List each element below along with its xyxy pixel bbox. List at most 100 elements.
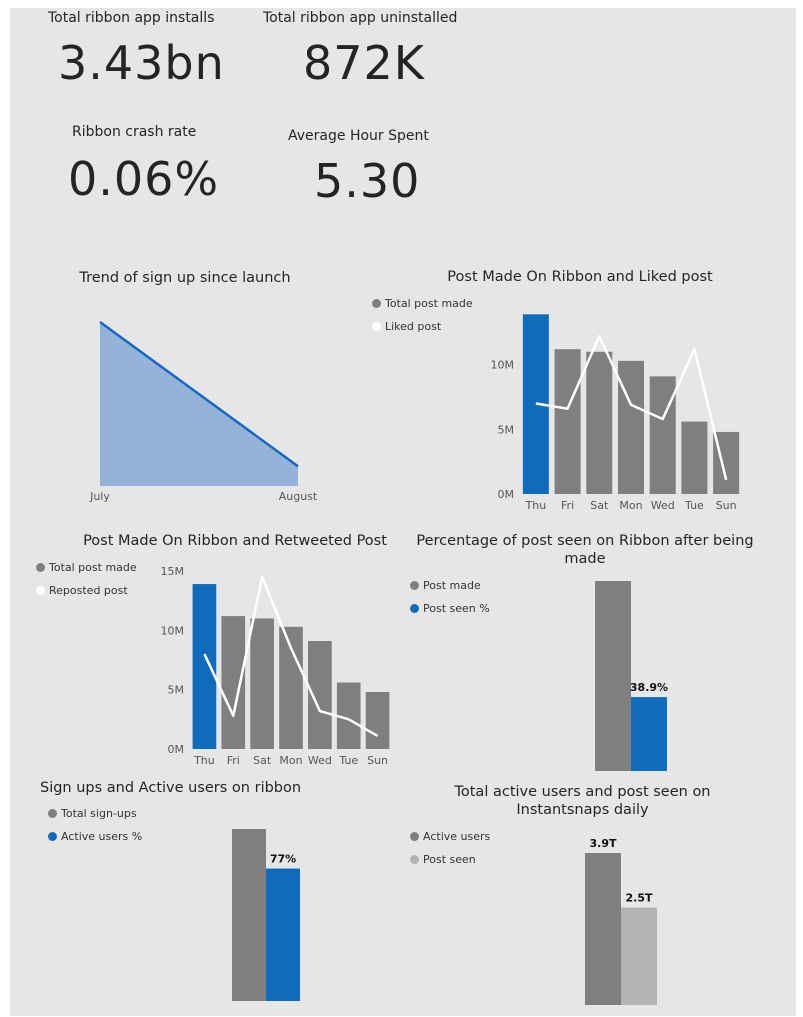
post-liked-legend: Total post made Liked post bbox=[372, 292, 473, 338]
post-retweeted-title: Post Made On Ribbon and Retweeted Post bbox=[83, 533, 387, 549]
legend-swatch-gray bbox=[410, 581, 419, 590]
legend-label: Liked post bbox=[385, 320, 442, 333]
x-tick-label: Fri bbox=[561, 499, 574, 511]
x-tick-label: August bbox=[279, 490, 318, 503]
bar bbox=[621, 907, 657, 1005]
bar bbox=[336, 682, 361, 749]
kpi-hours-label: Average Hour Spent bbox=[288, 128, 429, 144]
y-tick-label: 0M bbox=[168, 743, 185, 756]
bar bbox=[554, 349, 581, 494]
legend-item: Post seen bbox=[410, 848, 490, 871]
y-tick-label: 5M bbox=[498, 423, 515, 436]
kpi-uninstalled-value: 872K bbox=[303, 36, 425, 90]
legend-label: Total post made bbox=[385, 297, 473, 310]
kpi-crash-value: 0.06% bbox=[68, 152, 220, 206]
x-tick-label: Tue bbox=[338, 754, 358, 767]
legend-swatch-gray bbox=[410, 832, 419, 841]
x-tick-label: Thu bbox=[525, 499, 547, 511]
bar bbox=[595, 581, 631, 771]
kpi-uninstalled-label: Total ribbon app uninstalled bbox=[263, 10, 458, 26]
kpi-installs-value: 3.43bn bbox=[58, 36, 225, 90]
x-tick-label: Mon bbox=[619, 499, 642, 511]
post-retweeted-legend: Total post made Reposted post bbox=[36, 556, 137, 602]
post-retweeted-chart: 0M 5M 10M 15M Thu Fri Sat Mon Wed Tue Sun bbox=[161, 565, 390, 767]
legend-swatch-gray bbox=[48, 809, 57, 818]
kpi-hours-value: 5.30 bbox=[314, 154, 421, 208]
x-tick-label: Sun bbox=[716, 499, 737, 511]
kpi-installs-label: Total ribbon app installs bbox=[48, 10, 215, 26]
bar bbox=[279, 626, 303, 749]
legend-swatch-blue bbox=[48, 832, 57, 841]
legend-label: Post seen % bbox=[423, 602, 490, 615]
legend-label: Active users % bbox=[61, 830, 143, 843]
active-postseen-legend: Active users Post seen bbox=[410, 825, 490, 871]
signup-trend-title: Trend of sign up since launch bbox=[79, 270, 291, 286]
bar bbox=[192, 584, 217, 749]
line-series bbox=[535, 335, 728, 481]
x-tick-label: Mon bbox=[279, 754, 302, 767]
legend-item: Liked post bbox=[372, 315, 473, 338]
legend-swatch-gray bbox=[36, 563, 45, 572]
legend-item: Active users bbox=[410, 825, 490, 848]
legend-swatch-blue bbox=[410, 604, 419, 613]
y-tick-label: 0M bbox=[498, 488, 515, 501]
active-postseen-chart: 3.9T 2.5T bbox=[585, 837, 657, 1005]
data-label: 3.9T bbox=[590, 837, 617, 850]
bar bbox=[266, 868, 300, 1001]
y-tick-label: 10M bbox=[161, 624, 185, 637]
legend-label: Post made bbox=[423, 579, 481, 592]
area-series-line bbox=[99, 320, 299, 468]
post-seen-legend: Post made Post seen % bbox=[410, 574, 490, 620]
bar bbox=[232, 829, 266, 1001]
data-label: 77% bbox=[270, 853, 296, 866]
legend-item: Post seen % bbox=[410, 597, 490, 620]
legend-swatch-gray bbox=[372, 299, 381, 308]
post-liked-title: Post Made On Ribbon and Liked post bbox=[447, 269, 713, 285]
bar bbox=[308, 641, 332, 749]
x-tick-label: Tue bbox=[684, 499, 704, 511]
line-series bbox=[203, 575, 379, 738]
legend-item: Active users % bbox=[48, 825, 142, 848]
legend-label: Post seen bbox=[423, 853, 476, 866]
data-label: 38.9% bbox=[630, 681, 668, 694]
x-tick-label: Sun bbox=[367, 754, 388, 767]
x-tick-label: July bbox=[89, 490, 110, 503]
data-label: 2.5T bbox=[626, 892, 653, 905]
y-tick-label: 15M bbox=[161, 565, 185, 578]
post-liked-chart: 0M 5M 10M Thu Fri Sat Mon Wed Tue Sun bbox=[491, 314, 740, 511]
legend-label: Reposted post bbox=[49, 584, 128, 597]
legend-item: Reposted post bbox=[36, 579, 137, 602]
y-tick-label: 10M bbox=[491, 359, 515, 372]
active-postseen-title: Total active users and post seen on Inst… bbox=[454, 784, 711, 818]
legend-swatch-white bbox=[36, 586, 45, 595]
legend-label: Total post made bbox=[49, 561, 137, 574]
x-tick-label: Wed bbox=[651, 499, 675, 511]
bar bbox=[631, 697, 667, 771]
y-tick-label: 5M bbox=[168, 684, 185, 697]
legend-label: Total sign-ups bbox=[61, 807, 137, 820]
bar bbox=[586, 351, 613, 494]
bar bbox=[221, 616, 246, 749]
bar bbox=[617, 360, 645, 494]
legend-item: Total post made bbox=[372, 292, 473, 315]
legend-item: Total sign-ups bbox=[48, 802, 142, 825]
legend-item: Post made bbox=[410, 574, 490, 597]
x-tick-label: Fri bbox=[227, 754, 240, 767]
legend-label: Active users bbox=[423, 830, 491, 843]
legend-swatch-white bbox=[372, 322, 381, 331]
bar bbox=[649, 376, 676, 494]
legend-item: Total post made bbox=[36, 556, 137, 579]
bar bbox=[250, 618, 274, 749]
area-fill bbox=[100, 322, 298, 486]
x-tick-label: Sat bbox=[590, 499, 609, 511]
bar bbox=[365, 692, 390, 749]
x-tick-label: Thu bbox=[193, 754, 215, 767]
signups-active-legend: Total sign-ups Active users % bbox=[48, 802, 142, 848]
x-tick-label: Wed bbox=[308, 754, 332, 767]
post-seen-chart: 38.9% bbox=[595, 581, 668, 771]
kpi-crash-label: Ribbon crash rate bbox=[72, 124, 197, 140]
signups-active-chart: 77% bbox=[232, 829, 300, 1001]
x-tick-label: Sat bbox=[253, 754, 272, 767]
bar bbox=[585, 853, 621, 1005]
dashboard-canvas: Total ribbon app installs 3.43bn Total r… bbox=[10, 8, 796, 1016]
